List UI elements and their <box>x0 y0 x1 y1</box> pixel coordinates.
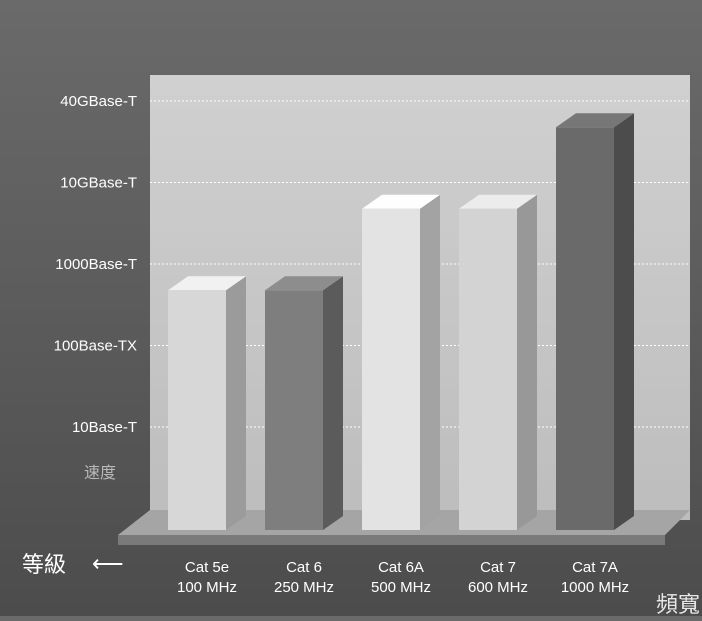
x-tick-bandwidth: 100 MHz <box>177 579 237 596</box>
y-tick-label: 10Base-T <box>72 419 137 436</box>
bar-top <box>168 276 246 291</box>
bar-cat-6 <box>265 276 343 530</box>
bar-side <box>226 276 246 530</box>
y-tick-label: 100Base-TX <box>54 338 137 355</box>
x-tick-label: Cat 6A <box>378 559 424 576</box>
x-tick-label: Cat 5e <box>185 559 229 576</box>
bar-front <box>265 290 323 530</box>
bar-cat-5e <box>168 276 246 530</box>
bar-side <box>517 194 537 531</box>
x-tick-bandwidth: 600 MHz <box>468 579 528 596</box>
x-tick-label: Cat 6 <box>286 559 322 576</box>
x-tick-bandwidth: 1000 MHz <box>561 579 629 596</box>
x-tick-bandwidth: 250 MHz <box>274 579 334 596</box>
x-axis-title: 等級 <box>22 552 66 577</box>
x-tick-label: Cat 7A <box>572 559 618 576</box>
x-tick-label: Cat 7 <box>480 559 516 576</box>
y-tick-label: 1000Base-T <box>55 256 137 273</box>
bar-cat-6a <box>362 194 440 531</box>
bar-cat-7a <box>556 113 634 531</box>
x-tick-bandwidth: 500 MHz <box>371 579 431 596</box>
corner-label: 頻寬 <box>656 593 700 616</box>
bar-top <box>362 194 440 209</box>
bar-cat-7 <box>459 194 537 531</box>
y-tick-label: 10GBase-T <box>60 175 137 192</box>
bar-front <box>459 208 517 531</box>
bar-front <box>362 208 420 531</box>
bar-front <box>168 290 226 530</box>
bar-top <box>265 276 343 291</box>
y-tick-label: 40GBase-T <box>60 93 137 110</box>
bar-top <box>459 194 537 209</box>
bar-side <box>323 276 343 530</box>
x-axis-arrow: ⟵ <box>92 551 124 576</box>
bar-front <box>556 127 614 531</box>
bar-side <box>614 113 634 531</box>
bar-side <box>420 194 440 531</box>
y-axis-title: 速度 <box>84 463 116 482</box>
bar-top <box>556 113 634 128</box>
chart-floor-front <box>118 535 665 545</box>
